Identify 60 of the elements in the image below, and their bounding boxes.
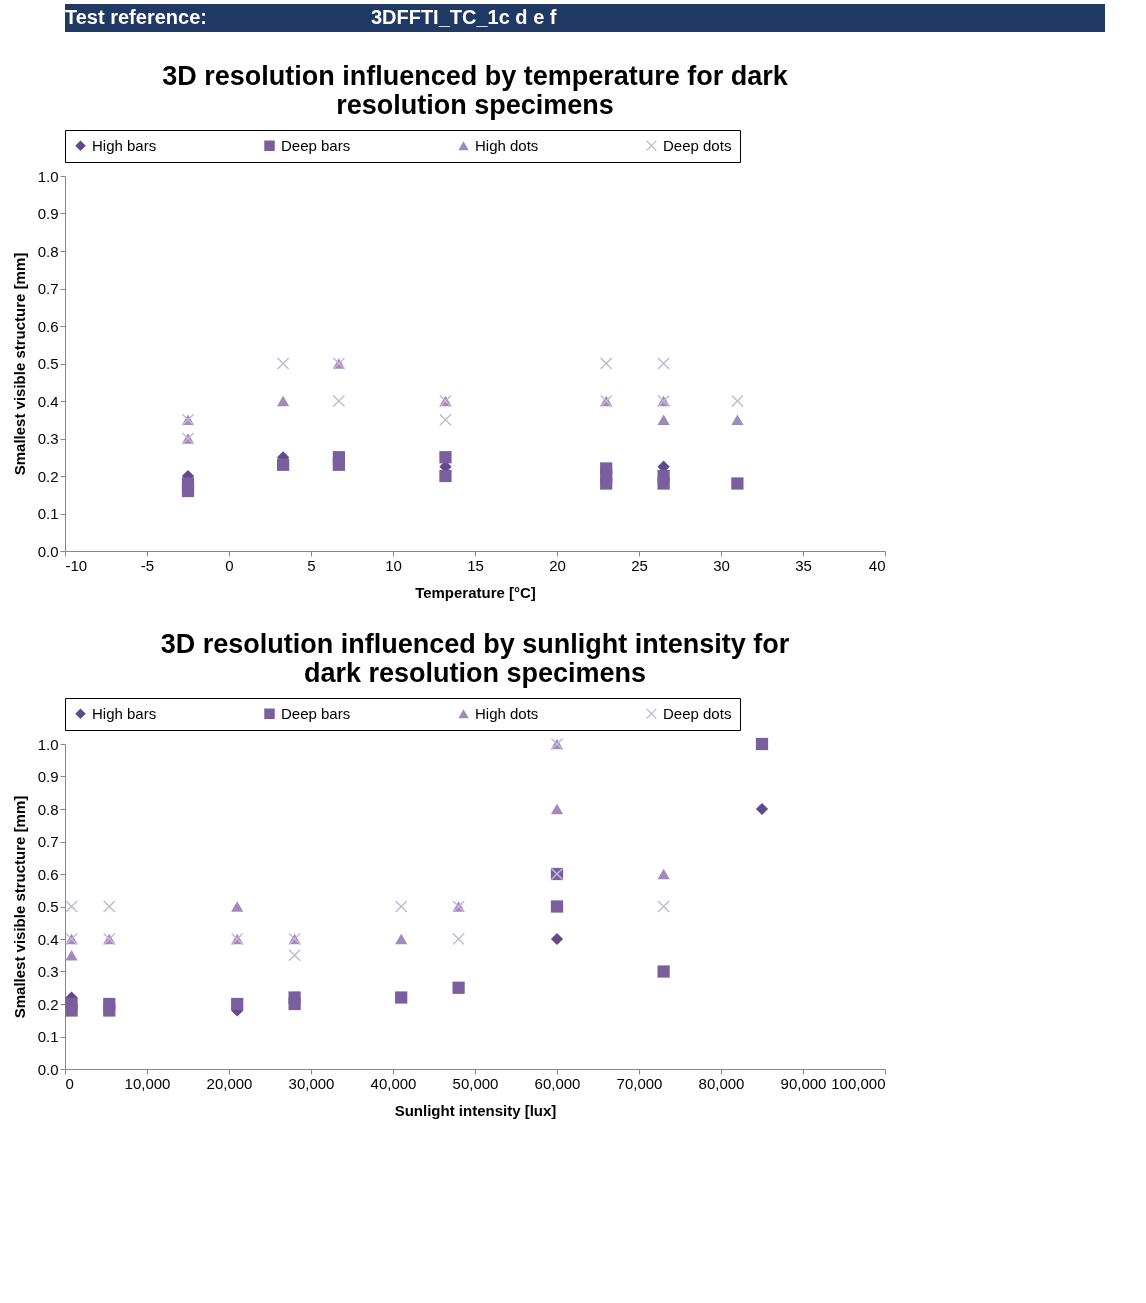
x-tick-label: 50,000 [452, 1074, 499, 1092]
x-tick-label: -10 [65, 556, 88, 574]
legend-label: High bars [92, 704, 157, 722]
x-tick-label: 100,000 [831, 1074, 886, 1092]
y-tick-label: 0.5 [37, 898, 59, 915]
y-tick-label: 0.3 [37, 430, 59, 447]
x-tick-label: 70,000 [616, 1074, 663, 1092]
x-tick-label: 20,000 [206, 1074, 253, 1092]
y-tick-label: 0.9 [37, 768, 59, 785]
x-tick-label: 10 [385, 556, 402, 574]
y-tick-label: 0.8 [37, 800, 59, 818]
x-tick-label: 40,000 [370, 1074, 417, 1092]
x-tick-label: 80,000 [698, 1074, 745, 1092]
x-tick-label: 90,000 [780, 1074, 827, 1092]
x-tick-label: 0 [65, 1074, 74, 1092]
y-axis-title: Smallest visible structure [mm] [10, 252, 28, 476]
y-tick-label: 0.6 [37, 865, 59, 883]
x-tick-label: 5 [307, 556, 316, 574]
x-tick-label: 30,000 [288, 1074, 335, 1092]
x-tick-label: -5 [140, 556, 155, 574]
x-tick-label: 0 [225, 556, 234, 574]
text: Test reference: [65, 6, 207, 28]
text: 3DFFTI_TC_1c d e f [370, 6, 557, 28]
y-axis-title: Smallest visible structure [mm] [10, 795, 28, 1019]
x-tick-label: 15 [467, 556, 484, 574]
x-tick-label: 20 [549, 556, 566, 574]
y-tick-label: 0.7 [37, 280, 59, 297]
x-tick-label: 60,000 [534, 1074, 581, 1092]
y-tick-label: 1.0 [37, 167, 59, 185]
x-tick-label: 10,000 [124, 1074, 171, 1092]
y-tick-label: 0.4 [37, 392, 59, 410]
legend-label: Deep bars [281, 704, 351, 722]
chart-title: 3D resolution influenced by temperature for dark resolution specimens [162, 60, 789, 120]
y-tick-label: 0.8 [37, 242, 59, 260]
legend-label: Deep dots [663, 136, 732, 154]
legend-label: High bars [92, 136, 157, 154]
y-tick-label: 0.6 [37, 317, 59, 335]
x-tick-label: 40 [868, 556, 886, 574]
legend-label: High dots [475, 704, 539, 722]
y-tick-label: 0.0 [37, 1060, 59, 1078]
legend-label: Deep bars [281, 136, 351, 154]
y-tick-label: 0.9 [37, 205, 59, 222]
y-tick-label: 0.4 [37, 930, 59, 948]
x-tick-label: 25 [631, 556, 648, 574]
y-tick-label: 0.7 [37, 833, 59, 850]
y-tick-label: 0.1 [37, 505, 59, 522]
y-tick-label: 0.3 [37, 963, 59, 980]
chart-title: 3D resolution influenced by sunlight intensity for dark resolution specimens [160, 628, 790, 688]
y-tick-label: 1.0 [37, 735, 59, 753]
y-tick-label: 0.2 [37, 467, 59, 485]
x-axis-title: Temperature [°C] [415, 583, 536, 601]
y-tick-label: 0.5 [37, 355, 59, 372]
y-tick-label: 0.1 [37, 1028, 59, 1045]
x-tick-label: 30 [713, 556, 730, 574]
legend-label: High dots [475, 136, 539, 154]
y-tick-label: 0.2 [37, 995, 59, 1013]
y-tick-label: 0.0 [37, 542, 59, 560]
legend-label: Deep dots [663, 704, 732, 722]
x-tick-label: 35 [795, 556, 812, 574]
x-axis-title: Sunlight intensity [lux] [394, 1101, 557, 1119]
